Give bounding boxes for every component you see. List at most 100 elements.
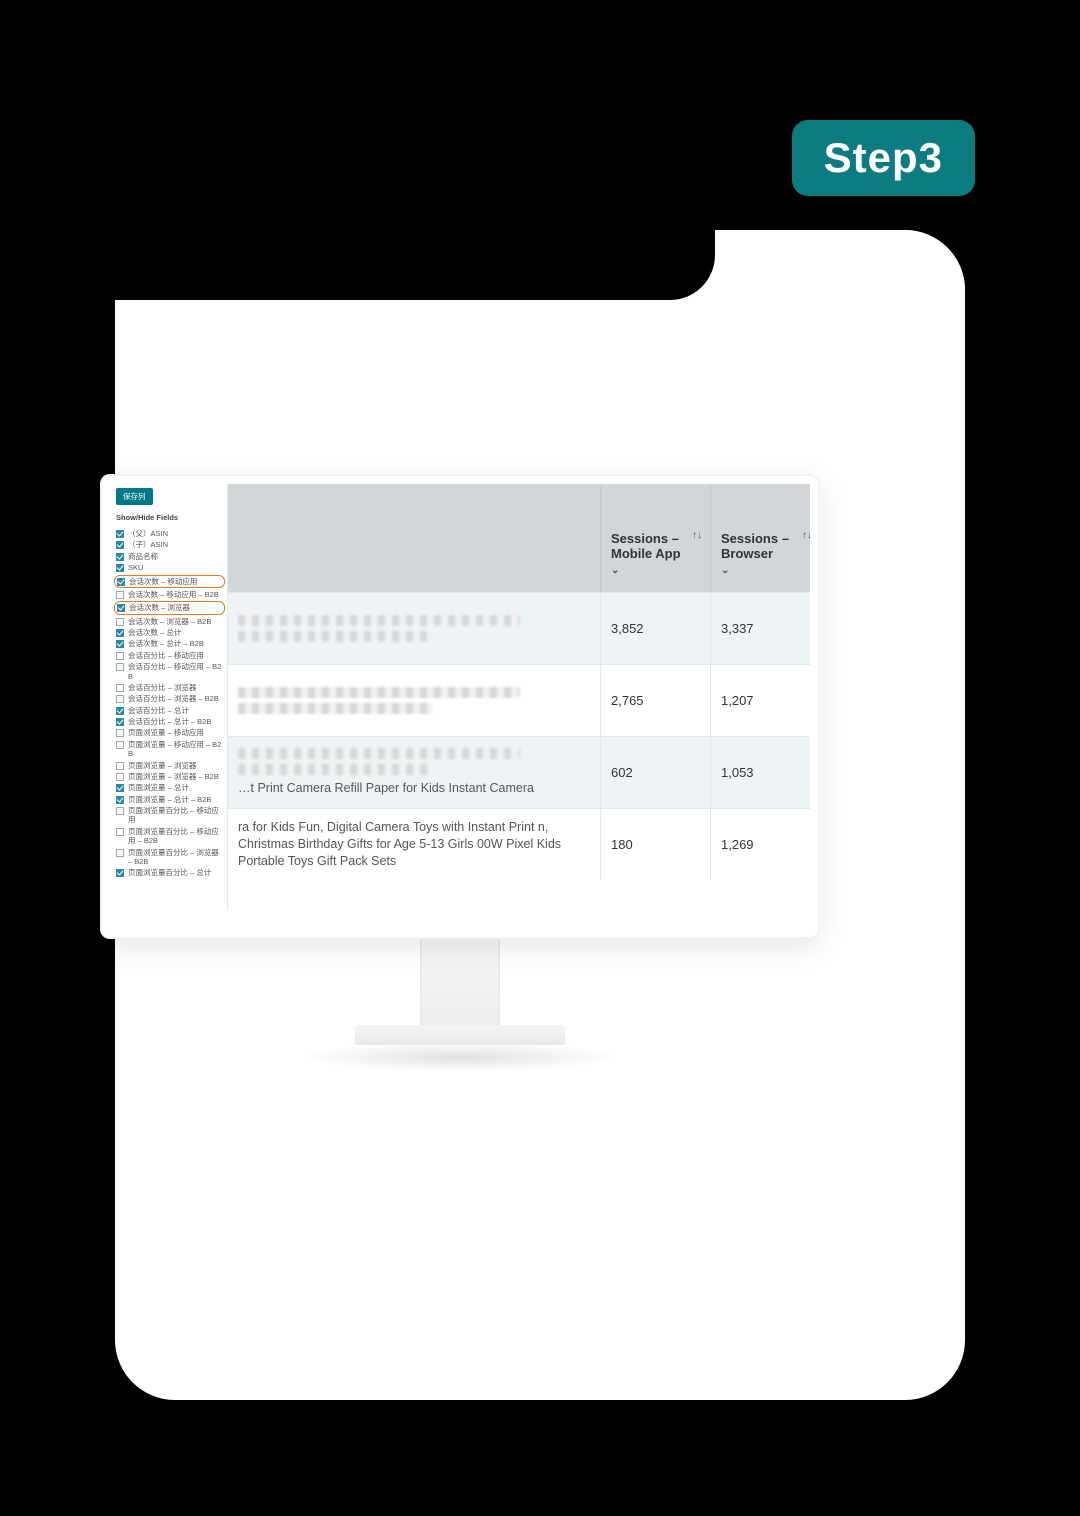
- table-row: ra for Kids Fun, Digital Camera Toys wit…: [228, 808, 810, 880]
- checkbox[interactable]: [116, 707, 124, 715]
- checkbox[interactable]: [116, 663, 124, 671]
- sort-icon[interactable]: ↑↓: [802, 530, 810, 541]
- cell-product-title: …t Print Camera Refill Paper for Kids In…: [228, 737, 600, 808]
- cell-sessions-browser: 1,053: [710, 737, 810, 808]
- field-label: 会话百分比 – 移动应用: [128, 651, 204, 660]
- chevron-down-icon[interactable]: ⌄: [721, 565, 810, 576]
- field-checkbox-row[interactable]: 会话百分比 – 移动应用: [116, 650, 223, 661]
- field-label: 会话次数 – 移动应用 – B2B: [128, 590, 219, 599]
- fields-title: Show/Hide Fields: [116, 513, 223, 522]
- table-body: 3,8523,3372,7651,207…t Print Camera Refi…: [228, 592, 810, 909]
- field-label: 会话次数 – 浏览器 – B2B: [128, 617, 211, 626]
- checkbox[interactable]: [116, 796, 124, 804]
- report-table: Sessions – Mobile App ↑↓ ⌄ Sessions – Br…: [228, 484, 810, 909]
- save-columns-button[interactable]: 保存列: [116, 488, 153, 505]
- field-checkbox-row[interactable]: 页面浏览量 – 移动应用: [116, 727, 223, 738]
- field-checkbox-row[interactable]: 页面浏览量百分比 – 移动应用: [116, 805, 223, 826]
- checkbox[interactable]: [116, 695, 124, 703]
- field-checkbox-row[interactable]: 会话百分比 – 总计 – B2B: [116, 716, 223, 727]
- field-label: 页面浏览量 – 总计: [128, 783, 189, 792]
- field-label: 页面浏览量 – 浏览器 – B2B: [128, 772, 219, 781]
- col-header-title[interactable]: [228, 484, 600, 592]
- field-checkbox-row[interactable]: 页面浏览量 – 浏览器 – B2B: [116, 771, 223, 782]
- cell-sessions-browser: 3,337: [710, 593, 810, 664]
- field-label: 页面浏览量 – 浏览器: [128, 761, 196, 770]
- field-checkbox-row[interactable]: 页面浏览量 – 浏览器: [116, 760, 223, 771]
- field-checkbox-row[interactable]: 会话次数 – 总计: [116, 627, 223, 638]
- field-label: 会话次数 – 总计 – B2B: [128, 639, 204, 648]
- cell-sessions-browser: 1,207: [710, 665, 810, 736]
- field-checkbox-row[interactable]: 会话次数 – 移动应用: [114, 575, 225, 588]
- checkbox[interactable]: [116, 652, 124, 660]
- checkbox[interactable]: [117, 604, 125, 612]
- checkbox[interactable]: [116, 640, 124, 648]
- field-checkbox-row[interactable]: 会话百分比 – 总计: [116, 705, 223, 716]
- table-row: 3,8523,337: [228, 592, 810, 664]
- field-checkbox-row[interactable]: 会话百分比 – 浏览器: [116, 682, 223, 693]
- field-label: 页面浏览量 – 移动应用: [128, 728, 204, 737]
- checkbox[interactable]: [116, 541, 124, 549]
- field-checkbox-row[interactable]: （父）ASIN: [116, 528, 223, 539]
- cell-sessions-mobile: 180: [600, 809, 710, 880]
- checkbox[interactable]: [116, 553, 124, 561]
- field-checkbox-row[interactable]: 会话次数 – 移动应用 – B2B: [116, 589, 223, 600]
- checkbox[interactable]: [116, 629, 124, 637]
- field-checkbox-row[interactable]: 页面浏览量 – 移动应用 – B2B: [116, 739, 223, 760]
- col-header-sessions-browser[interactable]: Sessions – Browser ↑↓ ⌄: [710, 484, 810, 592]
- field-checkbox-row[interactable]: 页面浏览量百分比 – 移动应用 – B2B: [116, 826, 223, 847]
- chevron-down-icon[interactable]: ⌄: [611, 565, 702, 576]
- field-label: 会话百分比 – 浏览器: [128, 683, 196, 692]
- checkbox[interactable]: [116, 741, 124, 749]
- field-checkbox-row[interactable]: 会话百分比 – 移动应用 – B2B: [116, 661, 223, 682]
- cell-sessions-browser: 1,269: [710, 809, 810, 880]
- table-row: …t Print Camera Refill Paper for Kids In…: [228, 736, 810, 808]
- field-label: 会话百分比 – 浏览器 – B2B: [128, 694, 219, 703]
- field-checkbox-row[interactable]: 页面浏览量 – 总计: [116, 782, 223, 793]
- checkbox[interactable]: [116, 784, 124, 792]
- sort-icon[interactable]: ↑↓: [692, 530, 702, 541]
- monitor-stand: [420, 935, 500, 1030]
- checkbox[interactable]: [116, 618, 124, 626]
- field-label: 页面浏览量 – 移动应用 – B2B: [128, 740, 223, 759]
- table-row: 2,7651,207: [228, 664, 810, 736]
- checkbox[interactable]: [116, 564, 124, 572]
- field-label: 页面浏览量百分比 – 浏览器 – B2B: [128, 848, 223, 867]
- field-checkbox-row[interactable]: 会话次数 – 浏览器: [114, 601, 225, 614]
- checkbox[interactable]: [116, 718, 124, 726]
- field-label: 页面浏览量 – 总计 – B2B: [128, 795, 211, 804]
- col-header-sessions-mobile[interactable]: Sessions – Mobile App ↑↓ ⌄: [600, 484, 710, 592]
- checkbox[interactable]: [116, 762, 124, 770]
- checkbox[interactable]: [116, 849, 124, 857]
- checkbox[interactable]: [116, 828, 124, 836]
- field-label: 会话百分比 – 总计 – B2B: [128, 717, 211, 726]
- checkbox[interactable]: [116, 729, 124, 737]
- checkbox[interactable]: [116, 869, 124, 877]
- field-label: 商品名称: [128, 552, 158, 561]
- checkbox[interactable]: [116, 807, 124, 815]
- cell-product-title: [228, 665, 600, 736]
- fields-sidebar: 保存列 Show/Hide Fields （父）ASIN（子）ASIN 商品名称 S…: [110, 484, 228, 909]
- field-checkbox-row[interactable]: 页面浏览量百分比 – 浏览器 – B2B: [116, 847, 223, 868]
- checkbox[interactable]: [116, 591, 124, 599]
- field-checkbox-row[interactable]: 会话次数 – 浏览器 – B2B: [116, 616, 223, 627]
- cell-product-title: [228, 593, 600, 664]
- monitor-frame: 保存列 Show/Hide Fields （父）ASIN（子）ASIN 商品名称 S…: [100, 474, 820, 939]
- field-checkbox-row[interactable]: 会话次数 – 总计 – B2B: [116, 638, 223, 649]
- field-label: 页面浏览量百分比 – 移动应用 – B2B: [128, 827, 223, 846]
- field-checkbox-row[interactable]: 商品名称: [116, 551, 223, 562]
- checkbox[interactable]: [116, 530, 124, 538]
- field-checkbox-row[interactable]: （子）ASIN: [116, 539, 223, 550]
- checkbox[interactable]: [116, 684, 124, 692]
- field-label: SKU: [128, 563, 143, 572]
- checkbox[interactable]: [117, 578, 125, 586]
- step-badge: Step3: [792, 120, 975, 196]
- checkbox[interactable]: [116, 773, 124, 781]
- field-checkbox-row[interactable]: 会话百分比 – 浏览器 – B2B: [116, 693, 223, 704]
- cell-sessions-mobile: 602: [600, 737, 710, 808]
- field-checkbox-row[interactable]: 页面浏览量百分比 – 总计: [116, 867, 223, 878]
- field-label: 会话次数 – 移动应用: [129, 577, 197, 586]
- field-checkbox-row[interactable]: SKU: [116, 562, 223, 573]
- col-header-label: Sessions – Mobile App: [611, 531, 702, 561]
- field-checkbox-row[interactable]: 页面浏览量 – 总计 – B2B: [116, 794, 223, 805]
- cell-sessions-mobile: 2,765: [600, 665, 710, 736]
